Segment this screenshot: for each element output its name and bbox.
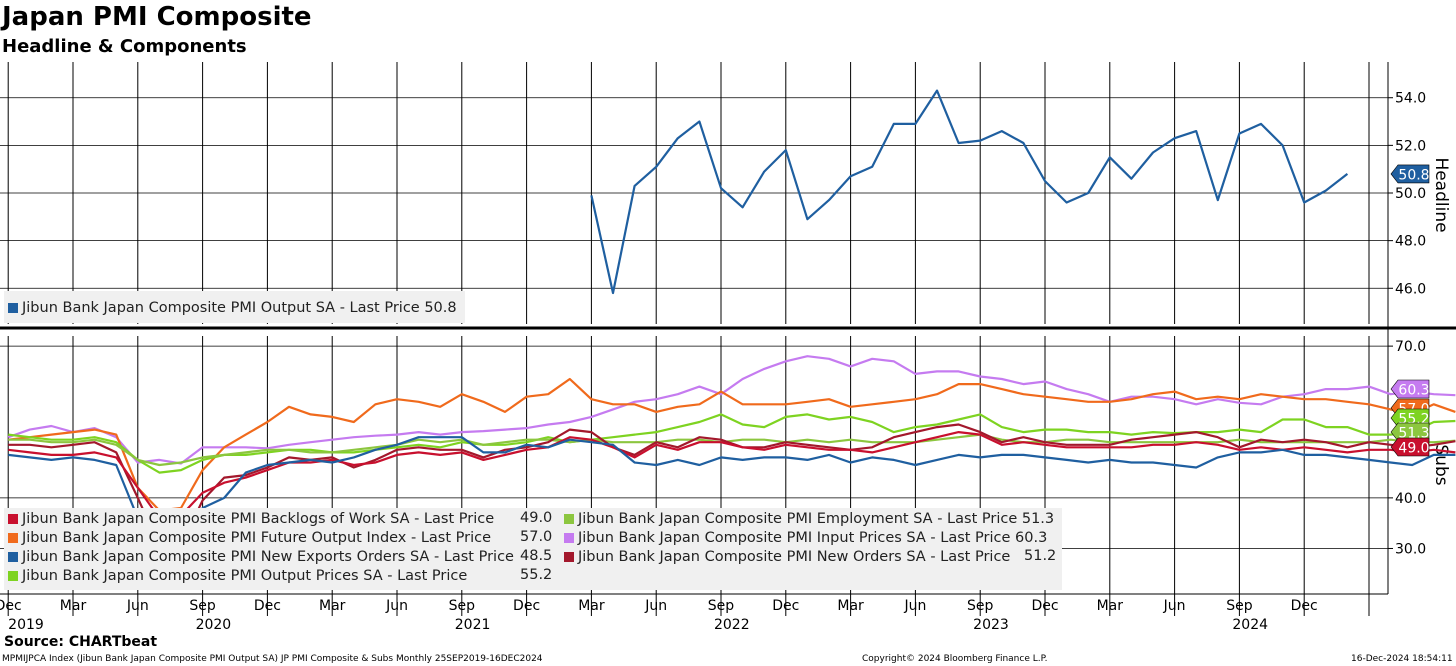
subs-series-line-5 (8, 431, 1456, 520)
x-tick-label: Dec (1291, 598, 1318, 614)
legend-swatch (8, 571, 18, 581)
x-tick-label: Sep (189, 598, 216, 614)
x-tick-label: Dec (772, 598, 799, 614)
x-tick-label: Jun (126, 598, 149, 614)
x-year-label: 2021 (455, 617, 491, 633)
last-value-tag-shape (1390, 437, 1430, 457)
x-tick-label: Dec (254, 598, 281, 614)
last-value-tag-text: 60.3 (1398, 383, 1429, 399)
subs-series-line-3 (8, 433, 1456, 467)
y-tick-label: 70.0 (1395, 339, 1426, 355)
legend-value-new-orders: 51.2 (1024, 548, 1057, 564)
last-value-tag-text: 51.3 (1398, 426, 1429, 442)
x-tick-label: Jun (903, 598, 926, 614)
subs-series-line-2 (8, 413, 1456, 474)
x-tick-label: Dec (513, 598, 540, 614)
source-label: Source: CHARTbeat (4, 634, 158, 650)
x-tick-label: Mar (60, 598, 87, 614)
legend-label: Jibun Bank Japan Composite PMI New Expor… (22, 549, 514, 565)
footer-copyright: Copyright© 2024 Bloomberg Finance L.P. (862, 654, 1048, 664)
legend-value-backlogs: 49.0 (520, 510, 553, 526)
y-tick-label: 40.0 (1395, 491, 1426, 507)
x-tick-label: Sep (449, 598, 476, 614)
legend-item-new-exports: Jibun Bank Japan Composite PMI New Expor… (8, 548, 514, 566)
y-axis-title-headline: Headline (1431, 157, 1451, 232)
x-tick-label: Mar (1097, 598, 1124, 614)
x-tick-label: Mar (319, 598, 346, 614)
subs-last-value-tag: 51.3 (1390, 422, 1430, 442)
y-tick-label: 48.0 (1395, 234, 1426, 250)
legend-value-new-exports: 48.5 (520, 548, 553, 564)
x-tick-label: Sep (967, 598, 994, 614)
headline-last-value-tag: 50.8 (1390, 164, 1430, 184)
x-tick-label: Dec (0, 598, 22, 614)
legend-label: Jibun Bank Japan Composite PMI New Order… (578, 549, 1011, 565)
legend-item-new-orders: Jibun Bank Japan Composite PMI New Order… (564, 548, 1010, 566)
last-value-tag-text: 50.8 (1398, 167, 1429, 183)
vertical-gridlines (0, 62, 1388, 594)
legend-swatch (8, 552, 18, 562)
legend-item-headline: Jibun Bank Japan Composite PMI Output SA… (8, 299, 457, 317)
legend-swatch (564, 552, 574, 562)
y-tick-label: 30.0 (1395, 541, 1426, 557)
subs-series-line-6 (8, 436, 1456, 560)
legend-label: Jibun Bank Japan Composite PMI Input Pri… (578, 530, 1048, 546)
chart-subtitle: Headline & Components (2, 36, 247, 57)
legend-swatch (564, 514, 574, 524)
footer-index-info: MPMIJPCA Index (Jibun Bank Japan Composi… (2, 654, 543, 664)
legend-item-employment: Jibun Bank Japan Composite PMI Employmen… (564, 510, 1054, 528)
x-year-label: 2019 (8, 617, 44, 633)
x-tick-label: Jun (1163, 598, 1186, 614)
last-value-tag-shape (1390, 164, 1430, 184)
x-tick-label: Jun (644, 598, 667, 614)
headline-series-line (590, 89, 1349, 295)
legend-swatch (8, 303, 18, 313)
legend-swatch (8, 533, 18, 543)
x-tick-label: Mar (578, 598, 605, 614)
subs-last-value-tag: 60.3 (1390, 379, 1430, 399)
x-tick-label: Mar (837, 598, 864, 614)
x-tick-label: Sep (708, 598, 735, 614)
legend-value-future-output: 57.0 (520, 529, 553, 545)
legend-label: Jibun Bank Japan Composite PMI Output SA… (22, 300, 457, 316)
last-value-tag-text: 49.0 (1398, 441, 1429, 457)
subs-series-line-0 (7, 355, 1456, 465)
subs-series-line-4 (8, 423, 1456, 548)
legend-label: Jibun Bank Japan Composite PMI Backlogs … (22, 511, 495, 527)
legend-item-output-prices: Jibun Bank Japan Composite PMI Output Pr… (8, 567, 467, 585)
y-tick-label: 50.0 (1395, 186, 1426, 202)
subs-last-value-tag: 49.0 (1390, 437, 1430, 457)
x-tick-label: Jun (385, 598, 408, 614)
y-tick-label: 52.0 (1395, 138, 1426, 154)
footer-timestamp: 16-Dec-2024 18:54:11 (1351, 654, 1453, 664)
legend-swatch (8, 514, 18, 524)
headline-legend: Jibun Bank Japan Composite PMI Output SA… (4, 291, 465, 323)
x-tick-label: Sep (1226, 598, 1253, 614)
x-tick-label: Dec (1031, 598, 1058, 614)
last-value-tag-shape (1390, 379, 1430, 399)
x-year-label: 2024 (1232, 617, 1268, 633)
y-tick-label: 54.0 (1395, 91, 1426, 107)
legend-label: Jibun Bank Japan Composite PMI Future Ou… (22, 530, 492, 546)
x-year-label: 2020 (196, 617, 232, 633)
y-tick-label: 46.0 (1395, 281, 1426, 297)
legend-item-future-output: Jibun Bank Japan Composite PMI Future Ou… (8, 529, 491, 547)
legend-label: Jibun Bank Japan Composite PMI Employmen… (578, 511, 1055, 527)
x-year-label: 2023 (973, 617, 1009, 633)
legend-label: Jibun Bank Japan Composite PMI Output Pr… (22, 568, 468, 584)
legend-swatch (564, 533, 574, 543)
subs-series-line-1 (8, 377, 1456, 512)
chart-title: Japan PMI Composite (2, 2, 312, 32)
legend-item-input-prices: Jibun Bank Japan Composite PMI Input Pri… (564, 529, 1047, 547)
x-year-label: 2022 (714, 617, 750, 633)
legend-item-backlogs: Jibun Bank Japan Composite PMI Backlogs … (8, 510, 494, 528)
legend-value-output-prices: 55.2 (520, 567, 553, 583)
subs-legend: Jibun Bank Japan Composite PMI Backlogs … (4, 508, 1062, 590)
